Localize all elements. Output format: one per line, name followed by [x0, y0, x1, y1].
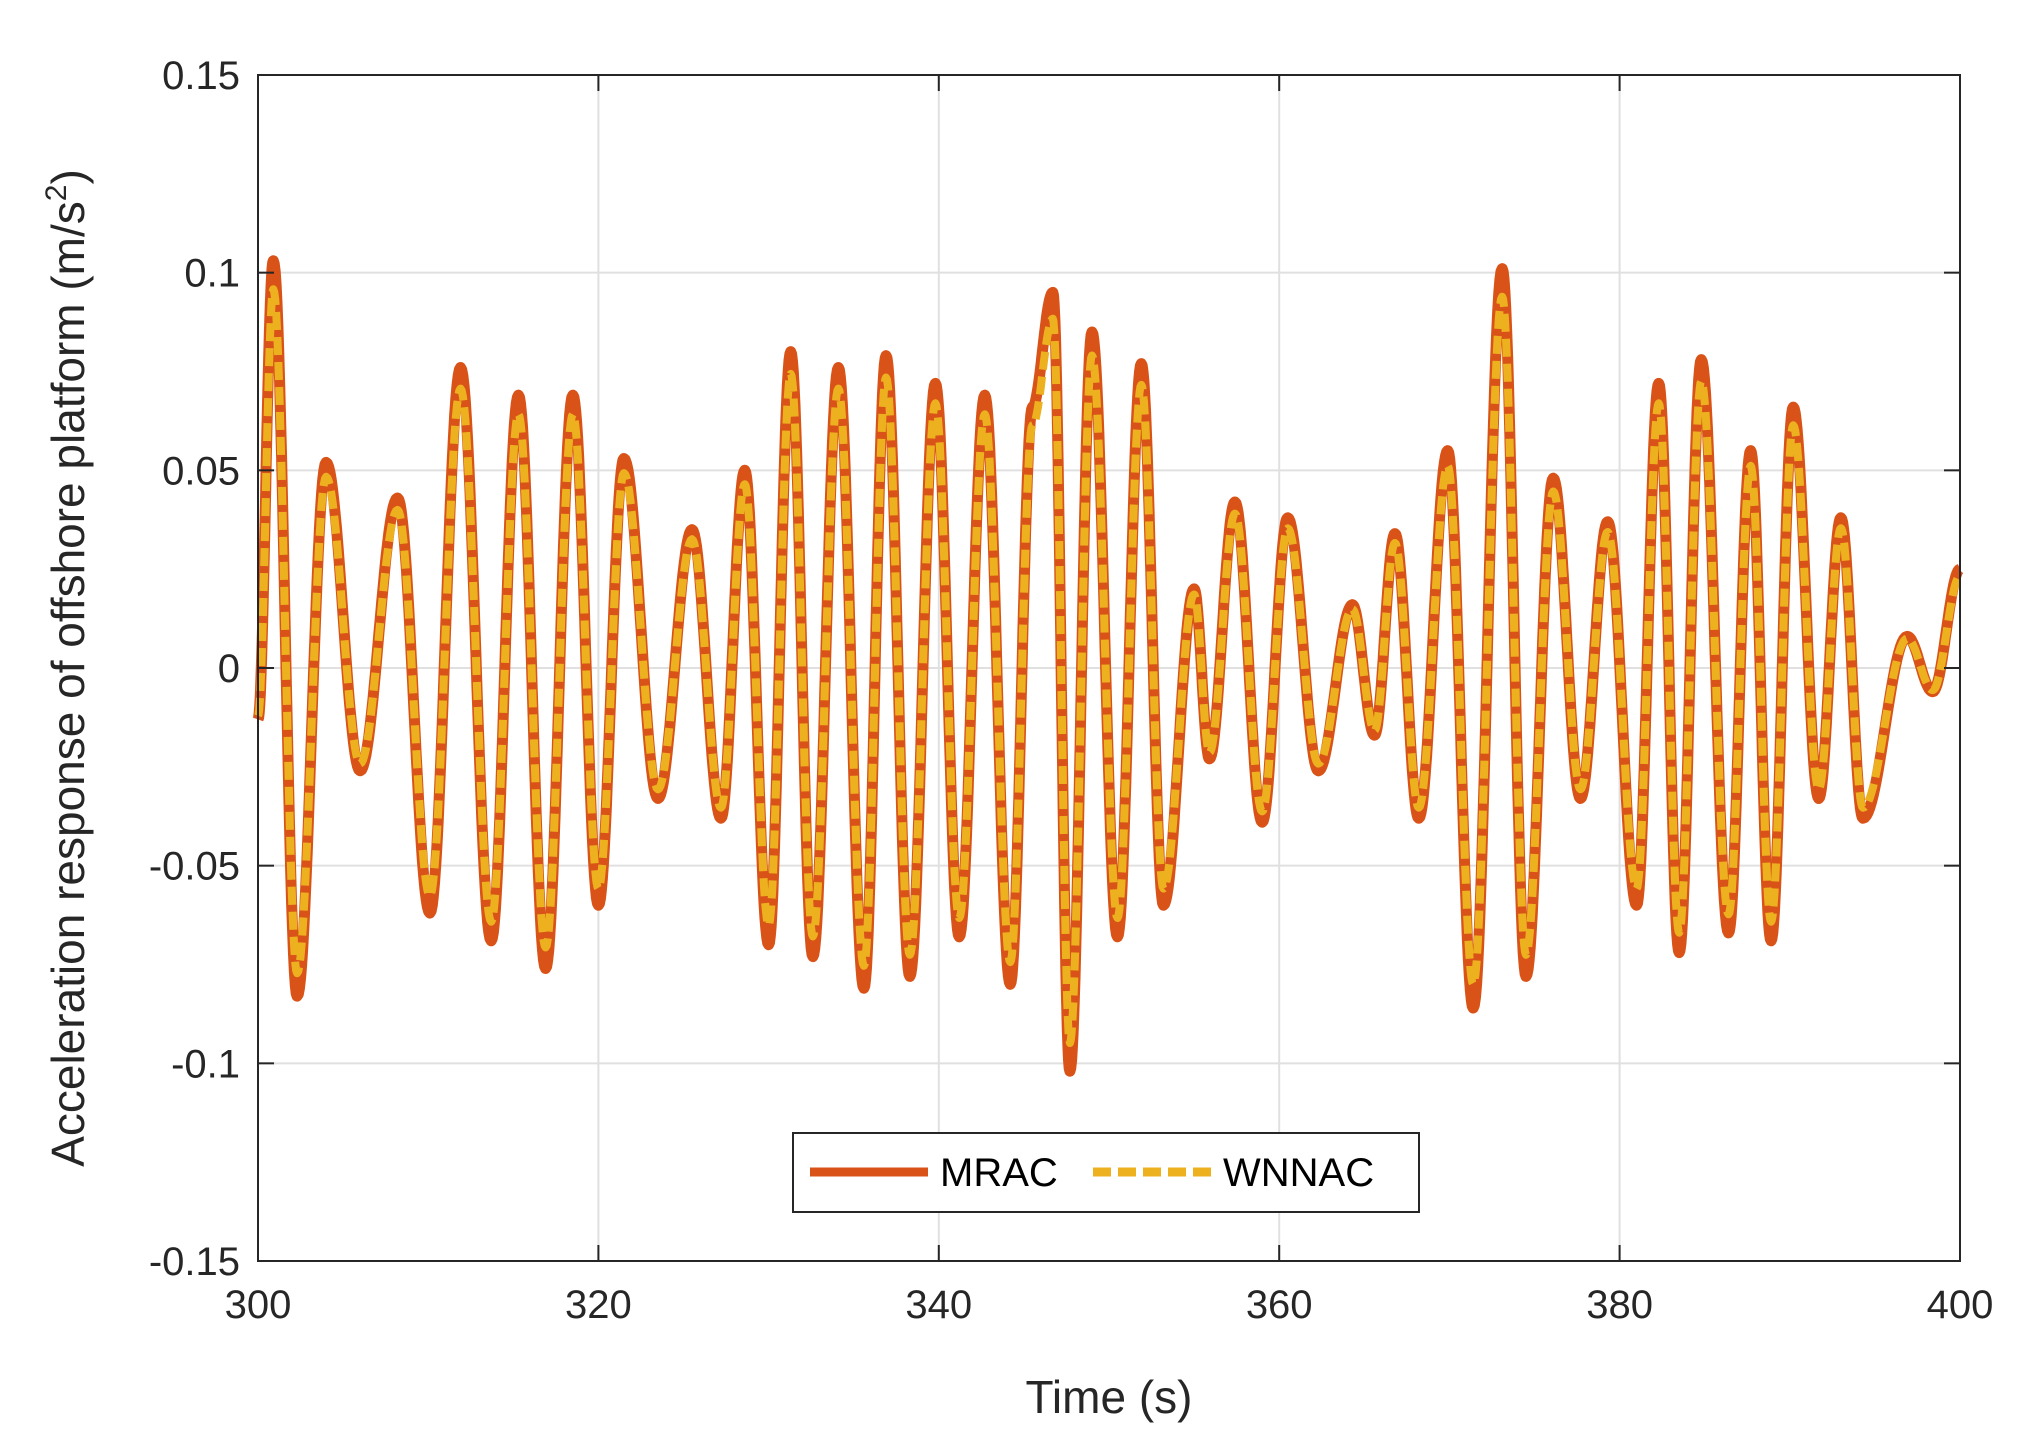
- y-axis-label-main: Acceleration response of offshore platfo…: [42, 201, 94, 1167]
- x-axis-label: Time (s): [1026, 1371, 1193, 1423]
- legend-label-mrac: MRAC: [940, 1151, 1058, 1195]
- x-tick-label: 400: [1927, 1283, 1994, 1327]
- y-axis-label-close: ): [42, 169, 94, 184]
- x-tick-label: 300: [225, 1283, 292, 1327]
- y-tick-label: -0.15: [149, 1240, 240, 1284]
- ticks: [257, 74, 1961, 1262]
- legend-label-wnnac: WNNAC: [1223, 1151, 1374, 1195]
- x-tick-label: 360: [1246, 1283, 1313, 1327]
- y-tick-label: 0.05: [162, 449, 240, 493]
- y-tick-label: -0.1: [171, 1042, 240, 1086]
- y-axis-label: Acceleration response of offshore platfo…: [40, 169, 94, 1167]
- y-tick-label: 0.1: [184, 252, 240, 296]
- y-tick-label: 0.15: [162, 54, 240, 98]
- x-tick-label: 320: [565, 1283, 632, 1327]
- y-tick-label: -0.05: [149, 845, 240, 889]
- series-layer: [252, 255, 1965, 1077]
- legend: MRAC WNNAC: [792, 1132, 1420, 1213]
- x-tick-label: 340: [905, 1283, 972, 1327]
- y-axis-label-superscript: 2: [40, 185, 73, 202]
- y-tick-label: 0: [218, 647, 240, 691]
- x-tick-label: 380: [1586, 1283, 1653, 1327]
- series-line-wnnac: [254, 285, 1963, 1047]
- tick-labels: 300 320 340 360 380 400 -0.15 -0.1 -0.05 0 0.05 0.1…: [149, 54, 1994, 1327]
- series-line-mrac: [252, 255, 1965, 1077]
